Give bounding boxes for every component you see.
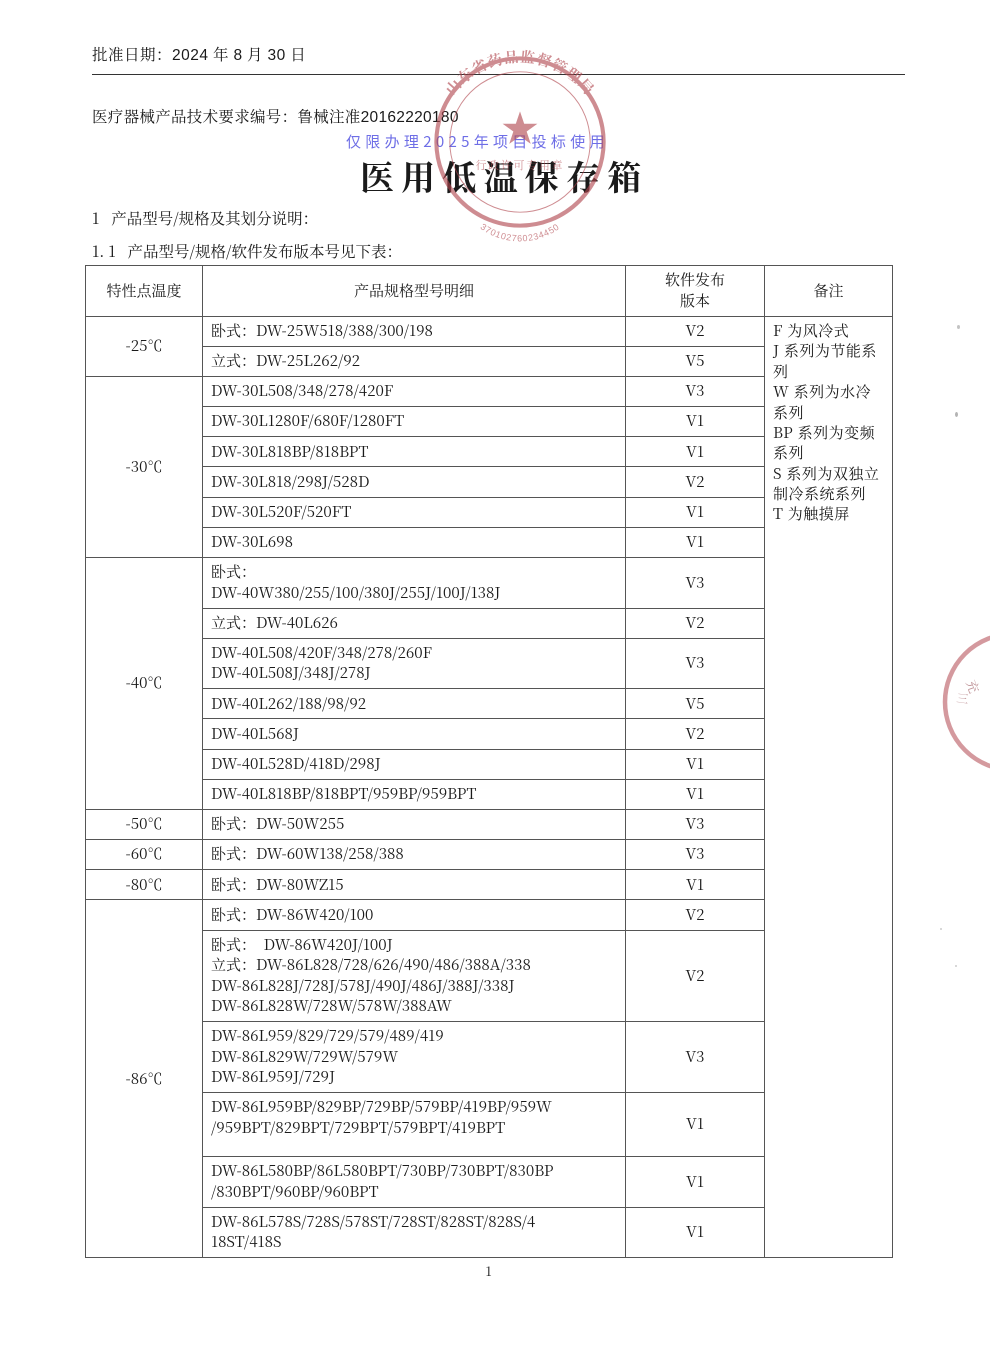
svg-text:行政许可专用章: 行政许可专用章 <box>476 158 565 173</box>
svg-text:三: 三 <box>955 689 970 708</box>
svg-text:山东省药品监督管理局: 山东省药品监督管理局 <box>440 46 599 100</box>
